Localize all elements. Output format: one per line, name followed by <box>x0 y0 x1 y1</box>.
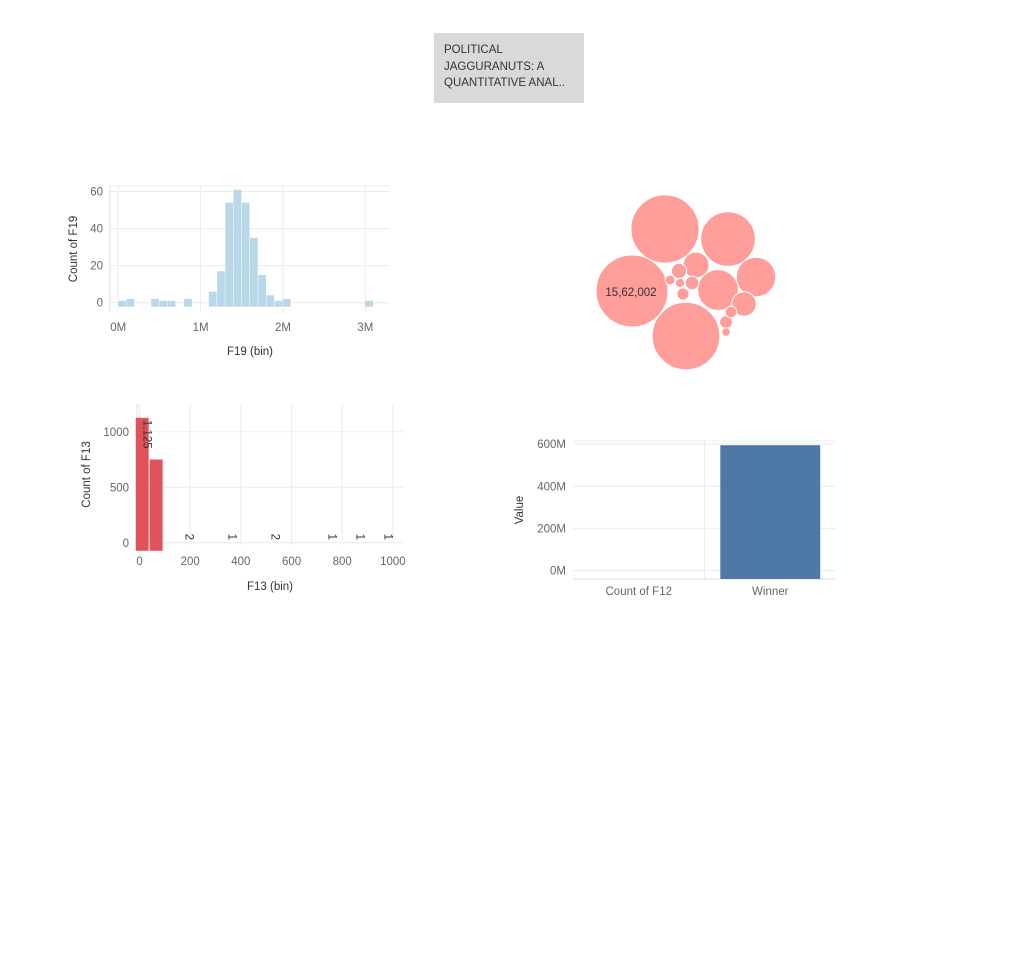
bubble <box>700 211 756 267</box>
x-tick-label: 1000 <box>380 556 406 568</box>
y-axis-title: Count of F19 <box>68 216 80 282</box>
bubble <box>664 274 676 286</box>
histogram-bar <box>126 299 135 307</box>
x-category-label: Count of F12 <box>606 586 672 598</box>
y-tick-label: 20 <box>90 261 103 273</box>
bubble <box>735 256 777 298</box>
bubble <box>676 287 690 301</box>
histogram-bar <box>241 202 250 307</box>
y-tick-label: 0M <box>550 566 566 578</box>
histogram-bar <box>184 299 192 307</box>
bar-value-label: 1 <box>326 534 338 540</box>
x-tick-label: 1M <box>193 322 209 334</box>
histogram-bar <box>233 189 242 307</box>
bubble <box>674 277 686 289</box>
histogram-bar <box>159 300 168 307</box>
bar-value-label: 1 <box>354 534 366 540</box>
bubble <box>670 262 688 280</box>
y-tick-label: 600M <box>537 439 566 451</box>
x-axis-title: F13 (bin) <box>247 581 293 593</box>
histogram-bar <box>217 271 225 307</box>
x-tick-label: 800 <box>333 556 352 568</box>
y-tick-label: 1000 <box>103 427 129 439</box>
histogram-bar <box>266 295 275 307</box>
bar-value-label: 1 <box>226 534 238 540</box>
y-tick-label: 200M <box>537 523 566 535</box>
bubble <box>721 327 731 337</box>
y-axis-title: Value <box>514 496 526 525</box>
bubble <box>595 254 669 328</box>
bubble <box>697 269 739 311</box>
histogram-bar <box>151 299 159 307</box>
dashboard-title-line-2: JAGGURANUTS: A <box>444 60 545 73</box>
x-tick-label: 2M <box>275 322 291 334</box>
x-category-label: Winner <box>752 586 789 598</box>
bar <box>720 445 821 579</box>
histogram-bar <box>208 291 217 307</box>
dashboard-title-line-3: QUANTITATIVE ANAL.. <box>444 77 565 89</box>
histogram-bar <box>225 202 234 307</box>
y-tick-label: 0 <box>123 538 129 550</box>
bar-value-label: 1 <box>381 534 393 540</box>
x-tick-label: 3M <box>357 322 373 334</box>
bar-value-label: 2 <box>183 534 195 540</box>
bubble <box>684 275 700 291</box>
histogram-bar <box>258 274 266 307</box>
y-tick-label: 40 <box>90 224 103 236</box>
bubble <box>630 194 700 264</box>
histogram-bar <box>250 237 258 307</box>
bubble <box>724 305 738 319</box>
histogram-bar <box>149 459 163 551</box>
y-tick-label: 400M <box>537 481 566 493</box>
bubble <box>651 301 721 371</box>
x-tick-label: 600 <box>282 556 301 568</box>
histogram-bar <box>167 300 176 307</box>
y-tick-label: 60 <box>90 187 103 199</box>
bar-value-label: 2 <box>269 534 281 540</box>
bubble <box>719 315 733 329</box>
histogram-bar <box>118 300 126 307</box>
histogram-bar <box>274 300 283 307</box>
bar-value-label: 1,125 <box>141 420 153 449</box>
dashboard-title-line-1: POLITICAL <box>444 44 503 56</box>
histogram-bar <box>135 417 149 551</box>
bubble <box>731 291 757 317</box>
histogram-bar <box>282 299 291 307</box>
y-tick-label: 0 <box>97 298 103 310</box>
histogram-bar <box>365 300 374 307</box>
y-axis-title: Count of F13 <box>81 441 93 507</box>
dashboard-title: POLITICAL JAGGURANUTS: A QUANTITATIVE AN… <box>434 33 584 103</box>
y-tick-label: 500 <box>110 482 129 494</box>
x-tick-label: 0 <box>136 556 142 568</box>
x-axis-title: F19 (bin) <box>227 346 273 358</box>
bubble-value-label: 15,62,002 <box>605 287 656 299</box>
x-tick-label: 200 <box>181 556 200 568</box>
bubble <box>682 251 710 279</box>
x-tick-label: 0M <box>110 322 126 334</box>
x-tick-label: 400 <box>231 556 250 568</box>
